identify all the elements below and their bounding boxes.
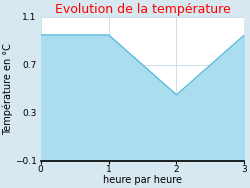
X-axis label: heure par heure: heure par heure bbox=[103, 175, 182, 185]
Title: Evolution de la température: Evolution de la température bbox=[55, 3, 231, 16]
Y-axis label: Température en °C: Température en °C bbox=[3, 43, 13, 135]
